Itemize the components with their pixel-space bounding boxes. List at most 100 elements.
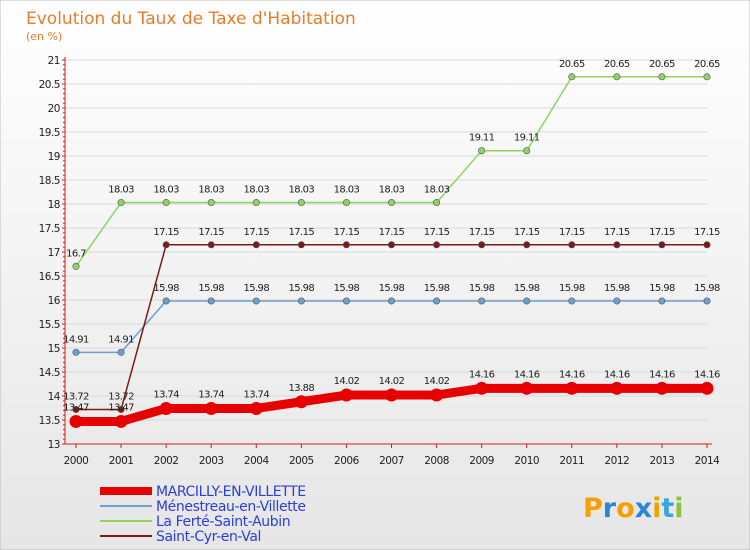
- data-label: 17.15: [379, 227, 405, 238]
- data-point: [69, 414, 83, 428]
- data-point: [297, 297, 305, 305]
- data-label: 17.15: [424, 227, 450, 238]
- data-point: [249, 401, 263, 415]
- x-tick-label: 2003: [199, 455, 224, 467]
- data-point: [342, 297, 350, 305]
- x-tick-label: 2000: [64, 455, 89, 467]
- axes: 13 13.5 14 14.5 15 15.5 16 16.5 17 17.5 18 18.5 19 19…: [39, 55, 721, 467]
- data-label: 14.91: [63, 334, 89, 345]
- data-point: [159, 401, 173, 415]
- x-tick-label: 2011: [559, 455, 584, 467]
- data-point: [252, 241, 260, 249]
- data-label: 19.11: [514, 133, 540, 144]
- data-point: [207, 199, 215, 207]
- data-point: [387, 199, 395, 207]
- data-label: 17.15: [198, 227, 224, 238]
- series-1: [69, 381, 714, 428]
- data-label: 15.98: [289, 283, 315, 294]
- data-point: [565, 381, 579, 395]
- logo-letter: i: [674, 493, 683, 524]
- logo-letter: i: [652, 493, 661, 524]
- x-tick-label: 2012: [604, 455, 629, 467]
- data-point: [703, 73, 711, 81]
- data-point: [703, 241, 711, 249]
- data-point: [523, 241, 531, 249]
- data-label: 14.02: [379, 376, 405, 387]
- data-label: 17.15: [514, 227, 540, 238]
- data-label: 15.98: [153, 283, 179, 294]
- data-point: [117, 199, 125, 207]
- y-tick-label: 17.5: [39, 223, 60, 235]
- data-point: [342, 199, 350, 207]
- grid-lines: [65, 59, 707, 445]
- data-label: 15.98: [379, 283, 405, 294]
- y-tick-label: 15.5: [39, 319, 60, 331]
- data-label: 17.15: [334, 227, 360, 238]
- data-label: 18.03: [108, 185, 134, 196]
- series-4: [72, 241, 711, 413]
- data-label: 18.03: [424, 185, 450, 196]
- data-point: [297, 241, 305, 249]
- data-point: [117, 405, 125, 413]
- y-tick-label: 14.5: [39, 367, 60, 379]
- data-point: [478, 297, 486, 305]
- data-point: [162, 241, 170, 249]
- data-point: [294, 395, 308, 409]
- x-tick-label: 2009: [469, 455, 494, 467]
- data-label: 15.98: [604, 283, 630, 294]
- y-tick-label: 18.5: [39, 175, 60, 187]
- data-label: 15.98: [694, 283, 720, 294]
- x-tick-label: 2014: [695, 455, 721, 467]
- data-label: 16.7: [66, 248, 86, 259]
- x-tick-label: 2005: [289, 455, 314, 467]
- data-label: 13.88: [289, 383, 315, 394]
- data-label: 13.74: [198, 389, 224, 400]
- data-label: 14.91: [108, 334, 134, 345]
- data-point: [433, 199, 441, 207]
- data-label: 17.15: [694, 227, 720, 238]
- data-label: 13.47: [108, 402, 134, 413]
- legend-label: Ménestreau-en-Villette: [156, 499, 306, 515]
- data-point: [478, 241, 486, 249]
- data-point: [433, 241, 441, 249]
- data-point: [207, 241, 215, 249]
- data-label: 14.02: [424, 376, 450, 387]
- data-label: 17.15: [604, 227, 630, 238]
- data-point: [72, 262, 80, 270]
- data-point: [297, 199, 305, 207]
- data-label: 20.65: [559, 59, 585, 70]
- data-label: 15.98: [198, 283, 224, 294]
- data-point: [658, 241, 666, 249]
- data-point: [613, 297, 621, 305]
- data-label: 18.03: [243, 185, 269, 196]
- data-point: [204, 401, 218, 415]
- data-label: 20.65: [694, 59, 720, 70]
- x-tick-label: 2010: [514, 455, 539, 467]
- chart-subtitle: (en %): [26, 30, 62, 43]
- y-tick-label: 15: [48, 343, 60, 355]
- data-label: 18.03: [289, 185, 315, 196]
- x-tick-label: 2002: [154, 455, 179, 467]
- y-tick-label: 14: [48, 391, 61, 403]
- data-point: [568, 297, 576, 305]
- data-label: 15.98: [334, 283, 360, 294]
- logo-letter: x: [635, 493, 652, 524]
- data-label: 17.15: [243, 227, 269, 238]
- data-point: [478, 147, 486, 155]
- data-label: 15.98: [514, 283, 540, 294]
- y-tick-label: 18: [48, 199, 60, 211]
- data-point: [475, 381, 489, 395]
- data-point: [339, 388, 353, 402]
- series-2: [72, 297, 711, 356]
- data-point: [613, 241, 621, 249]
- data-point: [655, 381, 669, 395]
- data-label: 14.16: [559, 369, 585, 380]
- data-point: [610, 381, 624, 395]
- legend-label: La Ferté-Saint-Aubin: [156, 514, 290, 530]
- data-label: 17.15: [289, 227, 315, 238]
- data-point: [430, 388, 444, 402]
- data-label: 13.72: [63, 391, 89, 402]
- data-point: [72, 405, 80, 413]
